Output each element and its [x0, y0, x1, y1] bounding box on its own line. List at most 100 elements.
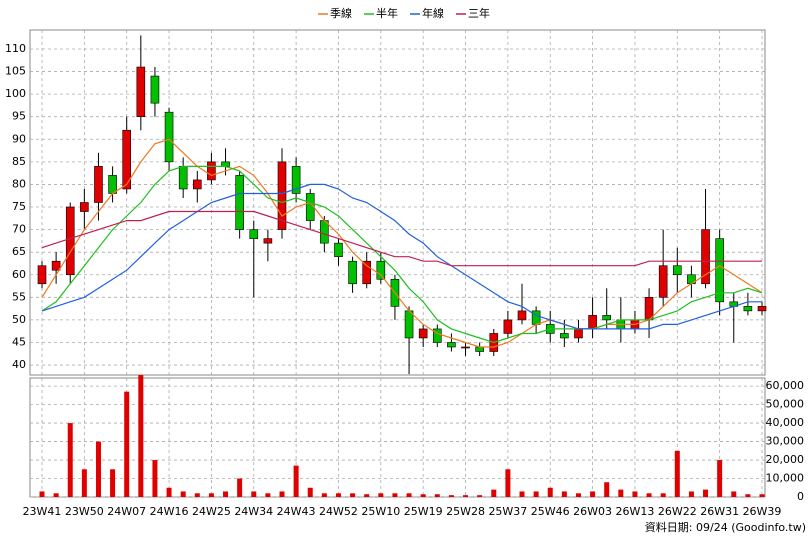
- candle-body: [334, 242, 343, 257]
- volume-bar: [279, 491, 285, 497]
- candle-body: [277, 161, 287, 230]
- candle-body: [192, 179, 202, 190]
- x-tick-label: 26W13: [616, 505, 655, 518]
- volume-bar: [95, 441, 101, 497]
- legend-label: 季線: [330, 6, 352, 20]
- ma-line: [41, 210, 762, 267]
- candle-body: [461, 346, 470, 349]
- candle-body: [743, 306, 753, 312]
- volume-bar: [717, 460, 723, 497]
- volume-bar: [448, 495, 454, 497]
- x-tick-label: 26W22: [658, 505, 697, 518]
- x-tick-label: 25W10: [361, 505, 400, 518]
- y-tick-label: 75: [12, 200, 26, 213]
- volume-bar: [321, 493, 327, 497]
- volume-bar: [237, 478, 243, 497]
- volume-bar: [505, 469, 511, 497]
- volume-bar: [491, 489, 497, 497]
- x-tick-label: 25W19: [404, 505, 443, 518]
- volume-tick-label: 40,000: [766, 416, 805, 429]
- volume-bar: [208, 493, 214, 497]
- volume-tick-label: 50,000: [766, 398, 805, 411]
- volume-bar: [293, 465, 299, 497]
- volume-tick-label: 10,000: [766, 472, 805, 485]
- price-panel: [29, 29, 766, 376]
- volume-bar: [731, 491, 737, 497]
- candle-body: [51, 260, 61, 271]
- x-tick-label: 24W34: [234, 505, 273, 518]
- candle-body: [503, 319, 513, 334]
- candle-body: [658, 265, 668, 298]
- candle-body: [150, 75, 160, 104]
- volume-bar: [618, 489, 624, 497]
- volume-bar: [759, 494, 765, 497]
- volume-tick-label: 0: [797, 490, 804, 503]
- volume-bar: [335, 493, 341, 497]
- candle-body: [108, 175, 117, 194]
- volume-bar: [152, 460, 158, 497]
- x-tick-label: 26W31: [700, 505, 739, 518]
- volume-bar: [81, 469, 87, 497]
- candle-body: [715, 238, 724, 303]
- annotation: 資料日期: 09/24 (Goodinfo.tw): [645, 520, 806, 534]
- volume-bar: [180, 491, 186, 497]
- candle-body: [672, 265, 682, 276]
- candle-body: [362, 260, 372, 285]
- y-tick-label: 40: [12, 358, 26, 371]
- candle-body: [475, 346, 484, 352]
- volume-bar: [265, 493, 271, 497]
- legend-label: 半年: [376, 6, 398, 20]
- candle-body: [701, 229, 710, 285]
- ma-line: [41, 183, 762, 330]
- volume-bar: [110, 469, 116, 497]
- y-tick-label: 100: [5, 87, 26, 100]
- volume-bar: [406, 493, 412, 497]
- volume-bar: [674, 450, 680, 497]
- candle-body: [80, 202, 89, 212]
- volume-bar: [660, 493, 666, 497]
- volume-bar: [364, 494, 370, 497]
- legend-label: 年線: [422, 6, 444, 20]
- candle-body: [418, 328, 428, 339]
- volume-bar: [533, 491, 539, 497]
- legend-label: 三年: [468, 6, 490, 20]
- y-tick-label: 85: [12, 155, 26, 168]
- candle-body: [207, 161, 216, 181]
- y-tick-label: 50: [12, 313, 26, 326]
- candle-body: [574, 328, 583, 339]
- volume-bar: [420, 494, 426, 497]
- volume-bar: [547, 487, 553, 497]
- x-tick-label: 25W28: [446, 505, 485, 518]
- y-tick-label: 70: [12, 223, 26, 236]
- y-tick-label: 90: [12, 132, 26, 145]
- candle-body: [291, 166, 301, 194]
- candle-body: [602, 315, 612, 321]
- volume-bar: [194, 493, 200, 497]
- y-tick-label: 45: [12, 335, 26, 348]
- volume-tick-label: 60,000: [766, 379, 805, 392]
- candle-body: [221, 161, 230, 167]
- candle-body: [94, 166, 103, 203]
- y-tick-label: 65: [12, 245, 26, 258]
- volume-bar: [67, 423, 73, 497]
- volume-tick-label: 20,000: [766, 453, 805, 466]
- volume-bar: [251, 491, 257, 497]
- volume-bar: [632, 491, 638, 497]
- candle-body: [249, 229, 259, 239]
- x-tick-label: 23W41: [23, 505, 62, 518]
- candle-body: [65, 206, 75, 276]
- volume-bar: [39, 491, 45, 497]
- y-tick-label: 60: [12, 268, 26, 281]
- volume-bar: [745, 494, 751, 497]
- volume-bar: [138, 375, 144, 497]
- volume-bar: [477, 495, 483, 497]
- ma-line: [41, 165, 763, 344]
- volume-bar: [124, 391, 130, 497]
- candle-body: [235, 175, 244, 230]
- x-tick-label: 23W50: [65, 505, 104, 518]
- volume-bar: [519, 491, 525, 497]
- volume-bar: [561, 491, 567, 497]
- candle-body: [447, 342, 456, 348]
- volume-bar: [703, 489, 709, 497]
